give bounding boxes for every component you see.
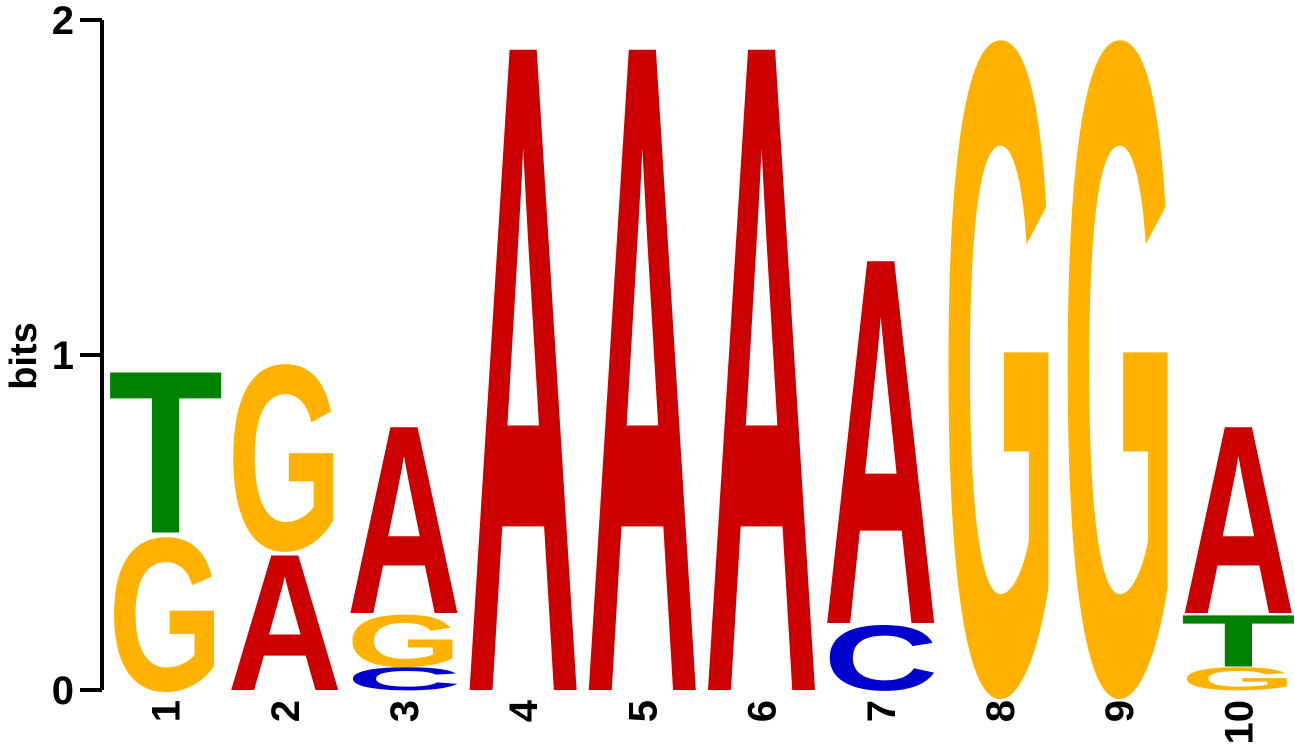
y-tick-label: 2 <box>52 0 74 43</box>
logo-letter-g: G <box>108 492 223 737</box>
x-tick-label: 4 <box>502 699 546 722</box>
logo-letter-c: C <box>823 606 938 710</box>
x-tick-label: 3 <box>383 700 427 722</box>
logo-letter-g: G <box>227 310 342 606</box>
x-tick-label: 10 <box>1217 700 1261 745</box>
logo-letter-t: T <box>1181 600 1295 683</box>
logo-letter-a: A <box>823 148 938 735</box>
logo-letter-a: A <box>1181 368 1295 670</box>
logo-letter-a: A <box>227 514 342 732</box>
x-tick-label: 6 <box>741 700 785 722</box>
logo-letter-a: A <box>704 0 819 748</box>
logo-letter-g: G <box>942 0 1057 748</box>
x-tick-label: 1 <box>145 700 189 722</box>
logo-letter-t: T <box>108 322 223 582</box>
logo-letter-a: A <box>466 0 581 748</box>
logo-letter-g: G <box>346 599 461 682</box>
y-axis-label: bits <box>3 322 45 390</box>
y-tick-label: 1 <box>52 334 74 378</box>
logo-letter-c: C <box>346 661 461 697</box>
logo-letter-a: A <box>585 0 700 748</box>
x-tick-label: 9 <box>1098 700 1142 722</box>
logo-letter-g: G <box>1062 0 1177 748</box>
y-tick-label: 0 <box>52 669 74 713</box>
logo-letter-a: A <box>346 368 461 670</box>
x-axis-tick-labels: 1 2 3 4 5 6 7 8 9 10 <box>145 699 1262 744</box>
logo-letter-g: G <box>1181 661 1295 697</box>
x-tick-label: 8 <box>979 700 1023 722</box>
x-tick-label: 5 <box>621 700 665 722</box>
x-tick-label: 2 <box>264 700 308 722</box>
x-tick-label: 7 <box>860 700 904 722</box>
y-axis: 0 1 2 <box>52 0 104 713</box>
